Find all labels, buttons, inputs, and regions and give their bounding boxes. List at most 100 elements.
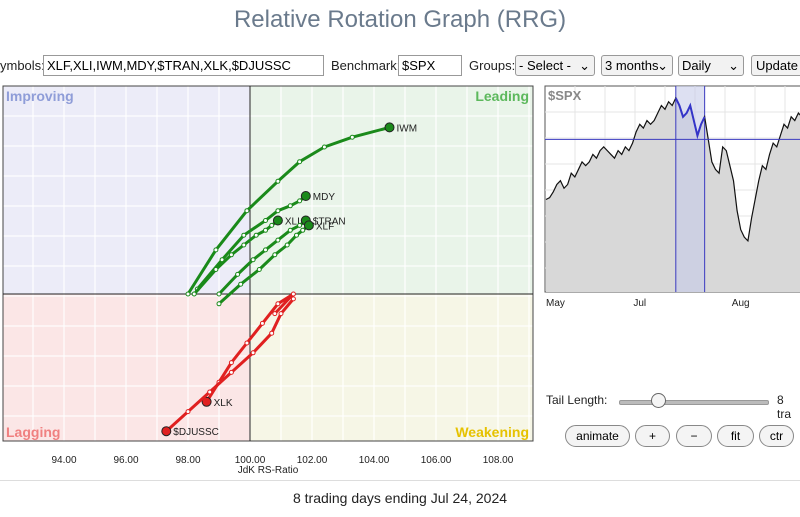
series-label: XLI [285, 217, 300, 228]
tail-point [185, 291, 191, 297]
tail-length-value: 8 tra [777, 393, 792, 421]
series-label: XLK [214, 398, 233, 409]
page-title: Relative Rotation Graph (RRG) [233, 6, 567, 33]
tail-point [253, 232, 259, 238]
tail-point [321, 144, 327, 150]
series-label: IWM [397, 123, 418, 134]
tail-point [216, 301, 222, 307]
footer-caption: 8 trading days ending Jul 24, 2024 [292, 490, 508, 506]
tail-point [272, 311, 278, 317]
tail-point [294, 232, 299, 238]
spx-line [545, 96, 800, 243]
tail-point [272, 252, 278, 258]
x-tick-label: 102.00 [297, 455, 328, 466]
symbols-label: ymbols: [0, 58, 45, 73]
spx-title: $SPX [548, 88, 582, 103]
chevron-down-icon: ⌄ [657, 58, 668, 73]
tail-point [228, 360, 234, 366]
series-label: XLF [316, 221, 334, 232]
tail-point [297, 222, 303, 228]
tail-point [238, 281, 244, 287]
tail-point [263, 227, 268, 233]
tail-point [213, 267, 219, 272]
tail-point [300, 227, 306, 233]
head-point [384, 122, 395, 133]
tail-point [241, 232, 247, 238]
series-tail [186, 125, 391, 296]
series-label: MDY [313, 192, 336, 203]
tail-point [250, 257, 256, 263]
series-label: $TRAN [313, 217, 346, 228]
x-tick-label: 108.00 [483, 455, 514, 466]
series-tail [164, 297, 295, 433]
zoom-out-button[interactable]: − [676, 425, 712, 447]
tail-point [275, 301, 281, 307]
head-point [300, 191, 311, 201]
zoom-in-button[interactable]: + [635, 425, 670, 447]
tail-point [263, 218, 268, 223]
tail-point [216, 291, 222, 297]
tail-point [269, 222, 275, 228]
head-point [201, 396, 212, 407]
tail-point [349, 134, 355, 140]
tail-point [297, 159, 303, 165]
tail-point [290, 296, 296, 302]
tail-point [185, 409, 191, 415]
quadrant-label: Improving [6, 88, 74, 104]
head-point [161, 426, 172, 437]
series-tail [205, 292, 295, 404]
groups-label: Groups: [469, 58, 516, 73]
symbols-input[interactable] [43, 55, 324, 76]
tail-point [275, 208, 281, 214]
spx-highlight-band [675, 86, 705, 292]
x-tick-label: 98.00 [175, 455, 200, 466]
rrg-chart[interactable]: Improving Leading Lagging Weakening 94.00 96.… [0, 0, 540, 480]
groups-select[interactable]: - Select - ⌄ [515, 55, 595, 76]
controls-bar: ymbols: Benchmark: Groups: - Select - ⌄ 3… [0, 53, 800, 79]
tail-point [259, 320, 265, 326]
slider-knob[interactable] [651, 393, 666, 408]
tail-point [263, 247, 268, 253]
tail-point [228, 252, 234, 258]
x-tick-label: 106.00 [421, 455, 452, 466]
tail-point [269, 330, 275, 336]
tail-point [207, 389, 213, 395]
chevron-down-icon: ⌄ [728, 58, 739, 73]
tail-point [244, 208, 250, 214]
frequency-select[interactable]: Daily ⌄ [678, 55, 744, 76]
spx-x-tick-label: May [546, 298, 565, 309]
update-button[interactable]: Update [751, 55, 800, 76]
tail-point [287, 227, 293, 233]
tail-point [191, 291, 197, 297]
period-select[interactable]: 3 months ⌄ [601, 55, 673, 76]
quadrant-weakening [250, 294, 533, 441]
tail-point [278, 311, 284, 317]
quadrant-label: Weakening [455, 424, 529, 440]
tail-point [287, 203, 293, 209]
quadrant-label: Leading [475, 88, 529, 104]
head-point [303, 220, 314, 231]
fit-button[interactable]: fit [717, 425, 754, 447]
spx-x-tick-label: Aug [732, 298, 750, 309]
quadrant-label: Lagging [6, 424, 60, 440]
tail-point [275, 237, 281, 243]
x-tick-label: 100.00 [235, 455, 266, 466]
head-point [272, 215, 283, 226]
spx-chart: $SPX May Jul Aug [544, 85, 800, 309]
period-select-value: 3 months [605, 58, 659, 73]
tail-length-slider[interactable] [619, 400, 769, 405]
tail-point [213, 247, 219, 253]
tail-point [250, 350, 256, 356]
tail-point [284, 242, 290, 248]
x-tick-label: 94.00 [51, 455, 76, 466]
benchmark-input[interactable] [398, 55, 462, 76]
tail-point [256, 267, 262, 272]
tail-point [275, 178, 281, 184]
divider [0, 480, 800, 481]
tail-length-label: Tail Length: [546, 393, 608, 407]
tail-point [241, 242, 247, 248]
center-button[interactable]: ctr [759, 425, 794, 447]
chevron-down-icon: ⌄ [579, 58, 590, 73]
quadrant-leading [250, 86, 533, 294]
animate-button[interactable]: animate [565, 425, 630, 447]
